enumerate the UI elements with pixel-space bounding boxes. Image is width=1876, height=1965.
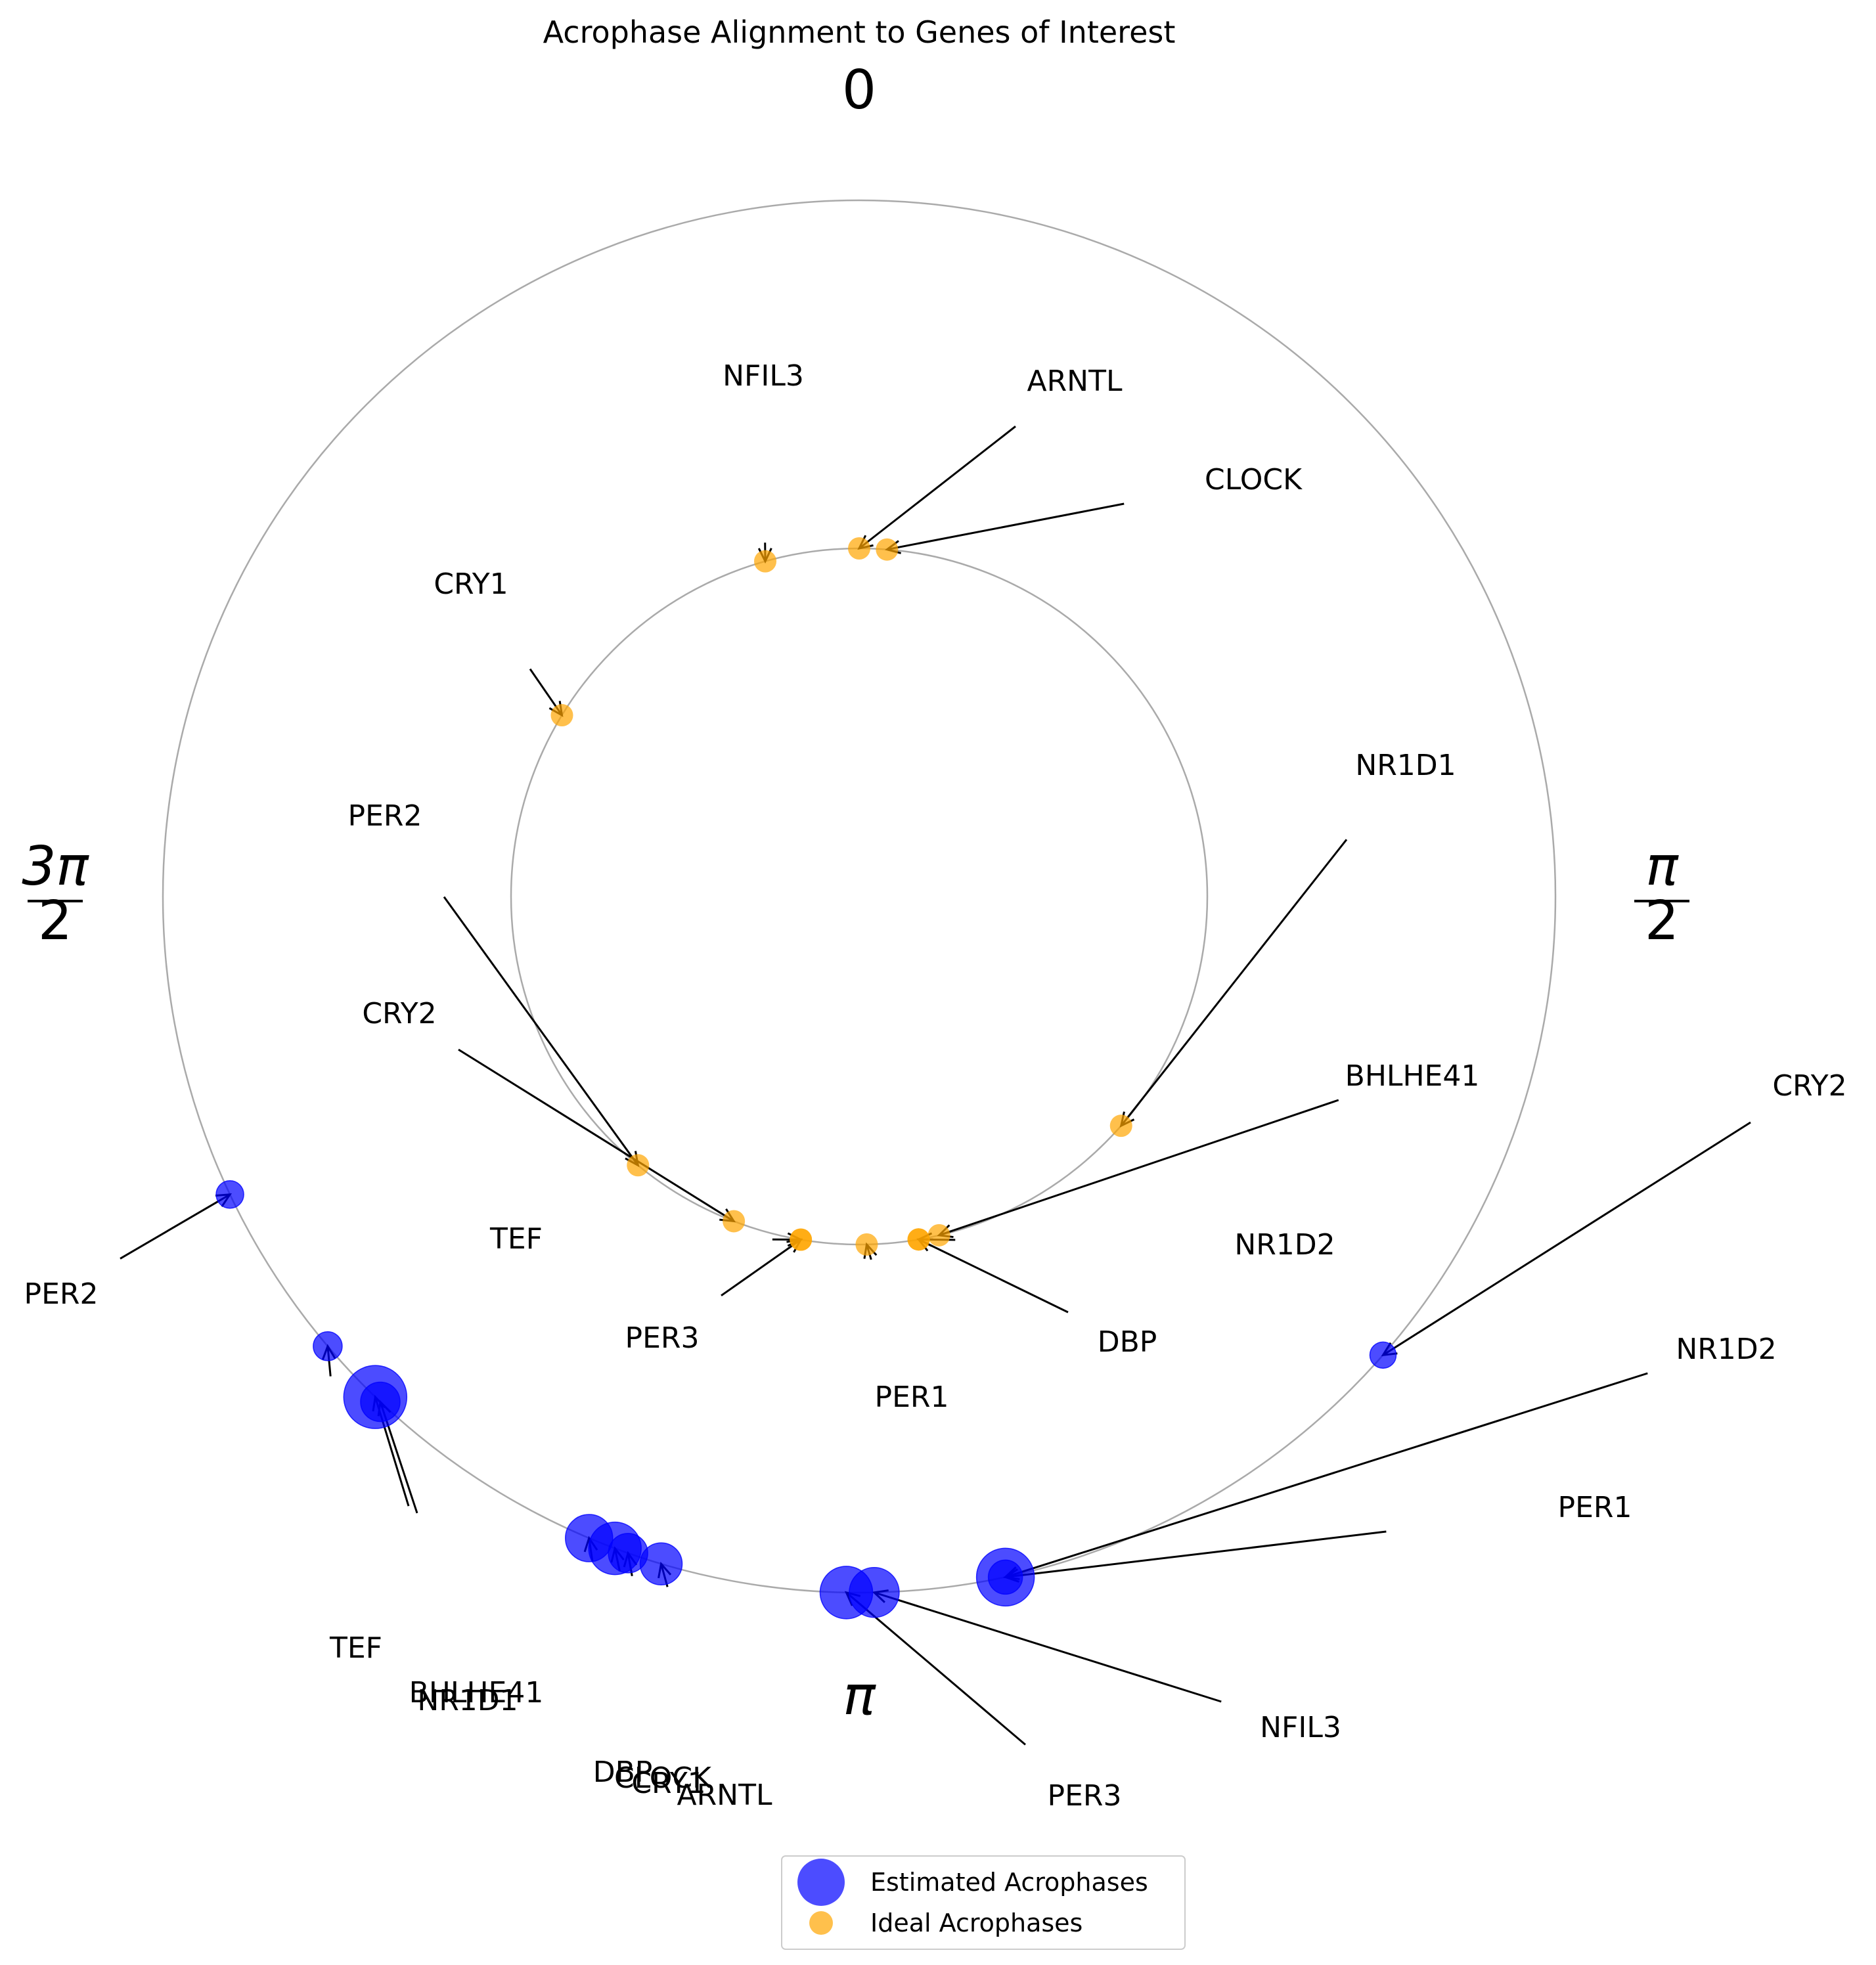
legend-frame (781, 1855, 1186, 1950)
ideal-dbp-arrow-line (918, 1238, 1069, 1314)
estimated-point-per1 (987, 1559, 1023, 1595)
estimated-label-nr1d2: NR1D2 (1676, 1333, 1776, 1366)
ideal-point-bhlhe41 (927, 1224, 950, 1247)
ideal-clock-arrow-line (887, 502, 1125, 551)
estimated-label-cry2: CRY2 (1772, 1069, 1846, 1103)
ideal-point-cry1 (550, 704, 573, 727)
estimated-point-per3 (819, 1566, 874, 1620)
half-pi-denominator: 2 (1645, 890, 1679, 952)
estimated-point-cry2 (1369, 1341, 1397, 1369)
ideal-label-nfil3: NFIL3 (723, 359, 804, 393)
estimated-point-nr1d1 (343, 1365, 408, 1429)
ideal-point-arntl (848, 537, 870, 560)
estimated-cry2-arrow-line (1382, 1121, 1751, 1356)
annotation-arrows (120, 426, 1751, 1746)
legend-marker-ideal (809, 1911, 833, 1935)
estimated-label-arntl: ARNTL (677, 1778, 772, 1812)
axis-label-three-half-pi: 3π2 (22, 835, 89, 952)
ideal-per2-arrow-line (443, 896, 639, 1166)
chart-title: Acrophase Alignment to Genes of Interest (543, 14, 1176, 50)
estimated-label-nr1d1: NR1D1 (417, 1684, 518, 1717)
estimated-point-dbp (565, 1514, 614, 1562)
ideal-label-per2: PER2 (348, 799, 422, 833)
estimated-label-per2: PER2 (24, 1277, 99, 1311)
ideal-label-nr1d1: NR1D1 (1355, 749, 1456, 782)
estimated-label-bhlhe41: BHLHE41 (409, 1676, 544, 1710)
legend-label-ideal: Ideal Acrophases (870, 1909, 1083, 1937)
ideal-label-tef: TEF (489, 1222, 543, 1256)
estimated-nfil3-arrow-line (874, 1591, 1222, 1703)
three-half-pi-numerator: 3π (22, 835, 89, 898)
ring-ideal (510, 547, 1209, 1246)
ideal-cry2-arrow-line (458, 1048, 734, 1222)
estimated-label-per1: PER1 (1558, 1491, 1632, 1524)
ideal-label-cry2: CRY2 (362, 997, 436, 1030)
estimated-label-cry1: CRY1 (631, 1767, 705, 1800)
estimated-label-clock: CLOCK (614, 1761, 712, 1795)
ideal-label-arntl: ARNTL (1027, 364, 1123, 398)
legend-label-estimated: Estimated Acrophases (870, 1868, 1148, 1897)
ideal-point-tef (790, 1228, 813, 1251)
ideal-label-per1: PER1 (875, 1380, 949, 1414)
three-half-pi-denominator: 2 (38, 890, 72, 952)
estimated-acrophase-points (215, 1180, 1397, 1620)
polar-axis-labels: 0 π π2 3π2 (22, 59, 1689, 1727)
ideal-label-per3: PER3 (625, 1321, 700, 1355)
ideal-label-clock: CLOCK (1205, 463, 1303, 497)
ideal-label-nr1d2: NR1D2 (1234, 1228, 1335, 1262)
ideal-point-nfil3 (754, 550, 777, 573)
estimated-label-tef: TEF (329, 1631, 382, 1665)
ideal-per3-arrow-line (721, 1239, 802, 1296)
estimated-label-dbp: DBP (593, 1755, 653, 1789)
ideal-point-dbp (907, 1228, 930, 1251)
ideal-nr1d1-arrow-line (1120, 839, 1348, 1127)
gene-labels: ARNTLCLOCKNFIL3CRY1NR1D1BHLHE41NR1D2DBPP… (24, 359, 1847, 1813)
half-pi-numerator: π (1645, 835, 1679, 898)
ideal-label-dbp: DBP (1098, 1325, 1157, 1359)
ideal-bhlhe41-arrow-line (939, 1099, 1339, 1237)
ideal-point-per1 (855, 1233, 878, 1256)
estimated-per3-arrow-line (845, 1591, 1026, 1746)
ideal-label-bhlhe41: BHLHE41 (1345, 1059, 1480, 1093)
ideal-point-cry2 (723, 1210, 746, 1233)
axis-label-pi: π (843, 1665, 876, 1727)
ideal-point-per2 (627, 1154, 650, 1177)
ideal-arntl-arrow-line (859, 426, 1016, 550)
legend: Estimated Acrophases Ideal Acrophases (781, 1855, 1186, 1950)
estimated-per1-arrow-line (1005, 1530, 1387, 1578)
estimated-label-per3: PER3 (1048, 1779, 1122, 1813)
axis-label-half-pi: π2 (1634, 835, 1689, 952)
estimated-per2-arrow-line (120, 1193, 231, 1260)
ideal-acrophase-points (550, 537, 1132, 1256)
axis-label-zero: 0 (842, 59, 876, 121)
estimated-point-tef (313, 1331, 343, 1361)
legend-marker-estimated (797, 1859, 845, 1906)
ideal-point-clock (876, 538, 899, 561)
estimated-point-per2 (215, 1180, 244, 1209)
estimated-label-nfil3: NFIL3 (1260, 1711, 1341, 1744)
ideal-label-cry1: CRY1 (434, 567, 508, 601)
ideal-point-nr1d1 (1109, 1115, 1132, 1137)
estimated-nr1d2-arrow-line (1005, 1372, 1648, 1578)
